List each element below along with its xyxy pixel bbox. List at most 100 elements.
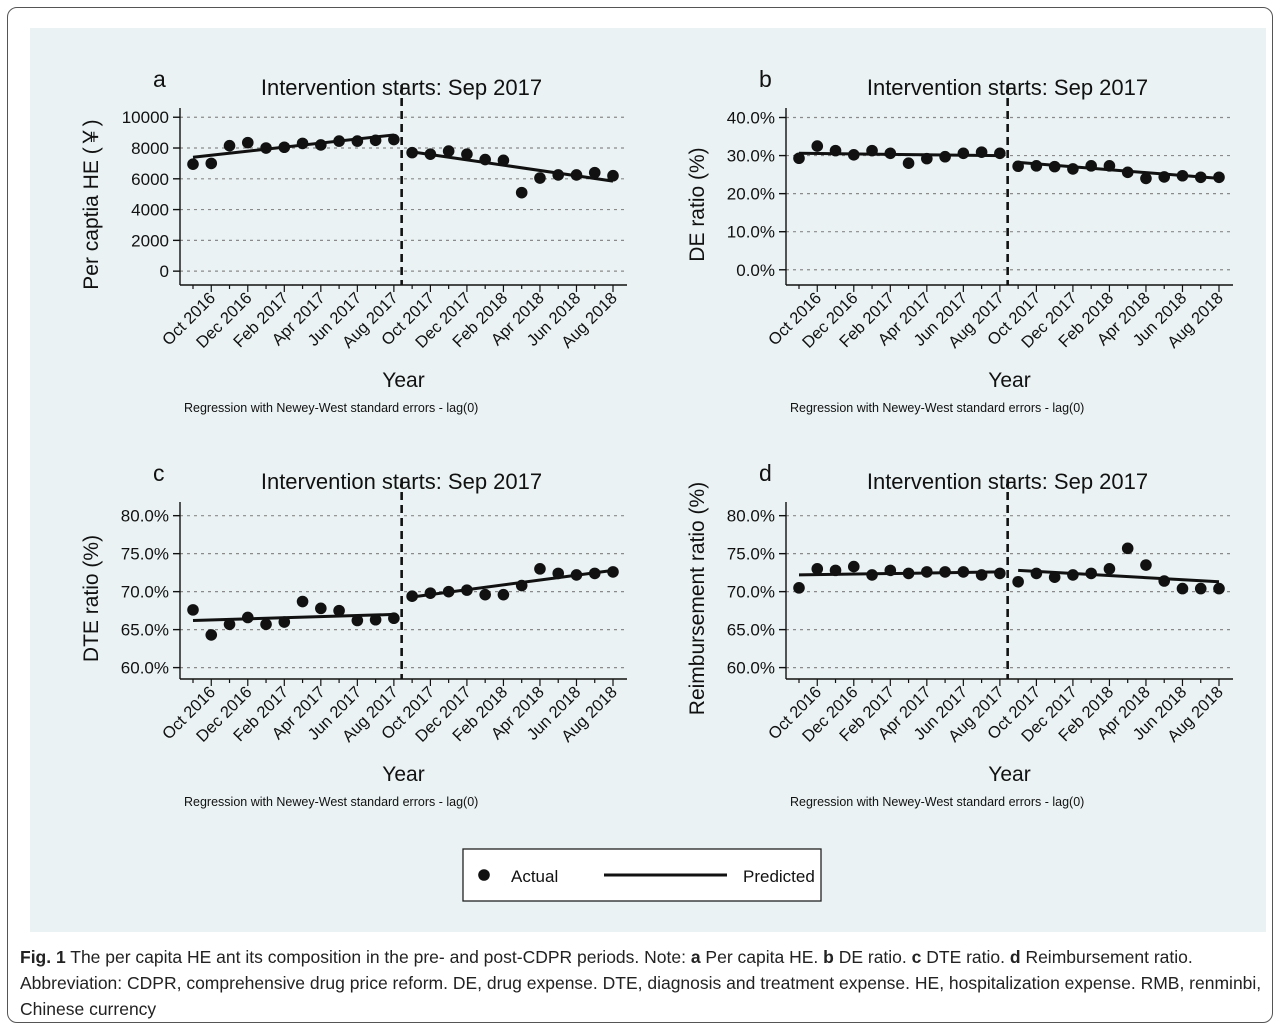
y-tick-label: 40.0% bbox=[727, 109, 775, 128]
predicted-line bbox=[411, 150, 614, 183]
panel-note: Regression with Newey-West standard erro… bbox=[184, 795, 478, 809]
data-point bbox=[552, 567, 565, 580]
caption-letter-b: b bbox=[823, 947, 834, 967]
caption-letter-c: c bbox=[911, 947, 922, 967]
legend-actual-marker bbox=[478, 869, 490, 881]
x-axis-label: Year bbox=[382, 369, 424, 392]
data-point bbox=[369, 134, 382, 147]
x-axis-label: Year bbox=[382, 763, 424, 786]
data-point bbox=[315, 602, 327, 615]
panel-letter: d bbox=[759, 460, 772, 486]
data-point bbox=[1194, 582, 1207, 595]
data-point bbox=[424, 148, 437, 160]
y-tick-label: 65.0% bbox=[121, 621, 169, 640]
data-point bbox=[994, 567, 1006, 580]
data-point bbox=[829, 144, 842, 157]
data-point bbox=[1012, 575, 1024, 588]
data-point bbox=[1176, 582, 1189, 595]
data-point bbox=[1158, 171, 1171, 183]
data-point bbox=[296, 137, 309, 150]
data-point bbox=[479, 588, 491, 601]
data-point bbox=[811, 140, 824, 152]
data-point bbox=[902, 567, 915, 580]
legend-predicted-label: Predicted bbox=[743, 867, 815, 886]
data-point bbox=[388, 612, 400, 625]
caption-d-text: Reimbursement ratio. Abbreviation: CDPR,… bbox=[20, 947, 1262, 1019]
data-point bbox=[223, 618, 236, 631]
data-point bbox=[1140, 559, 1152, 571]
data-point bbox=[1103, 563, 1116, 575]
data-point bbox=[461, 148, 473, 160]
data-point bbox=[205, 629, 218, 641]
data-point bbox=[260, 618, 272, 631]
data-point bbox=[296, 595, 309, 608]
data-point bbox=[260, 142, 272, 154]
data-point bbox=[1194, 171, 1207, 184]
caption-intro: The per capita HE ant its composition in… bbox=[65, 947, 691, 967]
panel-note: Regression with Newey-West standard erro… bbox=[790, 401, 1084, 415]
panel-a: a Intervention starts: Sep 20170200040006… bbox=[80, 66, 627, 415]
data-point bbox=[866, 144, 878, 157]
y-tick-label: 6000 bbox=[131, 170, 169, 189]
data-point bbox=[811, 563, 824, 575]
predicted-line bbox=[1018, 160, 1220, 180]
data-point bbox=[241, 611, 254, 624]
data-point bbox=[315, 139, 327, 151]
data-point bbox=[884, 564, 897, 577]
caption-fig-label: Fig. 1 bbox=[20, 947, 66, 967]
data-point bbox=[902, 157, 915, 169]
data-point bbox=[515, 186, 528, 199]
data-point bbox=[1085, 160, 1097, 172]
data-point bbox=[223, 139, 236, 152]
y-tick-label: 70.0% bbox=[727, 583, 775, 602]
panel-letter: c bbox=[153, 460, 165, 486]
caption-letter-d: d bbox=[1009, 947, 1021, 967]
data-point bbox=[187, 158, 199, 170]
data-point bbox=[975, 569, 988, 581]
y-axis-label: DTE ratio (%) bbox=[80, 535, 103, 662]
y-axis-label: Per captia HE (￥) bbox=[80, 119, 103, 289]
y-tick-label: 20.0% bbox=[727, 185, 775, 204]
data-point bbox=[424, 587, 437, 599]
data-point bbox=[1067, 163, 1079, 175]
data-point bbox=[588, 567, 601, 580]
y-tick-label: 10000 bbox=[122, 108, 169, 127]
data-point bbox=[570, 569, 583, 581]
data-point bbox=[534, 172, 546, 184]
legend: Actual Predicted bbox=[462, 848, 822, 902]
data-point bbox=[939, 566, 951, 578]
data-point bbox=[994, 147, 1006, 160]
panel-d: d Intervention starts: Sep 201760.0%65.0%… bbox=[686, 460, 1233, 809]
data-point bbox=[388, 133, 400, 146]
y-axis-label: DE ratio (%) bbox=[686, 147, 709, 261]
data-point bbox=[957, 566, 970, 578]
x-axis-label: Year bbox=[988, 763, 1030, 786]
y-axis-label: Reimbursement ratio (%) bbox=[686, 482, 709, 715]
y-tick-label: 70.0% bbox=[121, 583, 169, 602]
data-point bbox=[369, 613, 382, 626]
data-point bbox=[278, 616, 291, 628]
y-tick-label: 0 bbox=[160, 262, 169, 281]
data-point bbox=[1067, 569, 1079, 581]
data-point bbox=[847, 560, 860, 573]
y-tick-label: 4000 bbox=[131, 201, 169, 220]
data-point bbox=[1176, 169, 1189, 182]
data-point bbox=[187, 604, 199, 616]
data-point bbox=[278, 141, 291, 154]
data-point bbox=[847, 149, 860, 161]
data-point bbox=[957, 147, 970, 160]
y-tick-label: 65.0% bbox=[727, 621, 775, 640]
data-point bbox=[1085, 567, 1097, 580]
data-point bbox=[497, 154, 510, 167]
data-point bbox=[570, 169, 583, 181]
panel-note: Regression with Newey-West standard erro… bbox=[790, 795, 1084, 809]
predicted-line bbox=[192, 133, 395, 159]
data-point bbox=[1048, 160, 1061, 173]
data-point bbox=[829, 564, 842, 577]
data-point bbox=[333, 604, 345, 617]
predicted-line bbox=[1018, 568, 1220, 584]
data-point bbox=[333, 135, 345, 147]
data-point bbox=[866, 569, 878, 581]
panel-c: c Intervention starts: Sep 201760.0%65.0%… bbox=[80, 460, 627, 809]
panel-letter: a bbox=[153, 66, 166, 92]
